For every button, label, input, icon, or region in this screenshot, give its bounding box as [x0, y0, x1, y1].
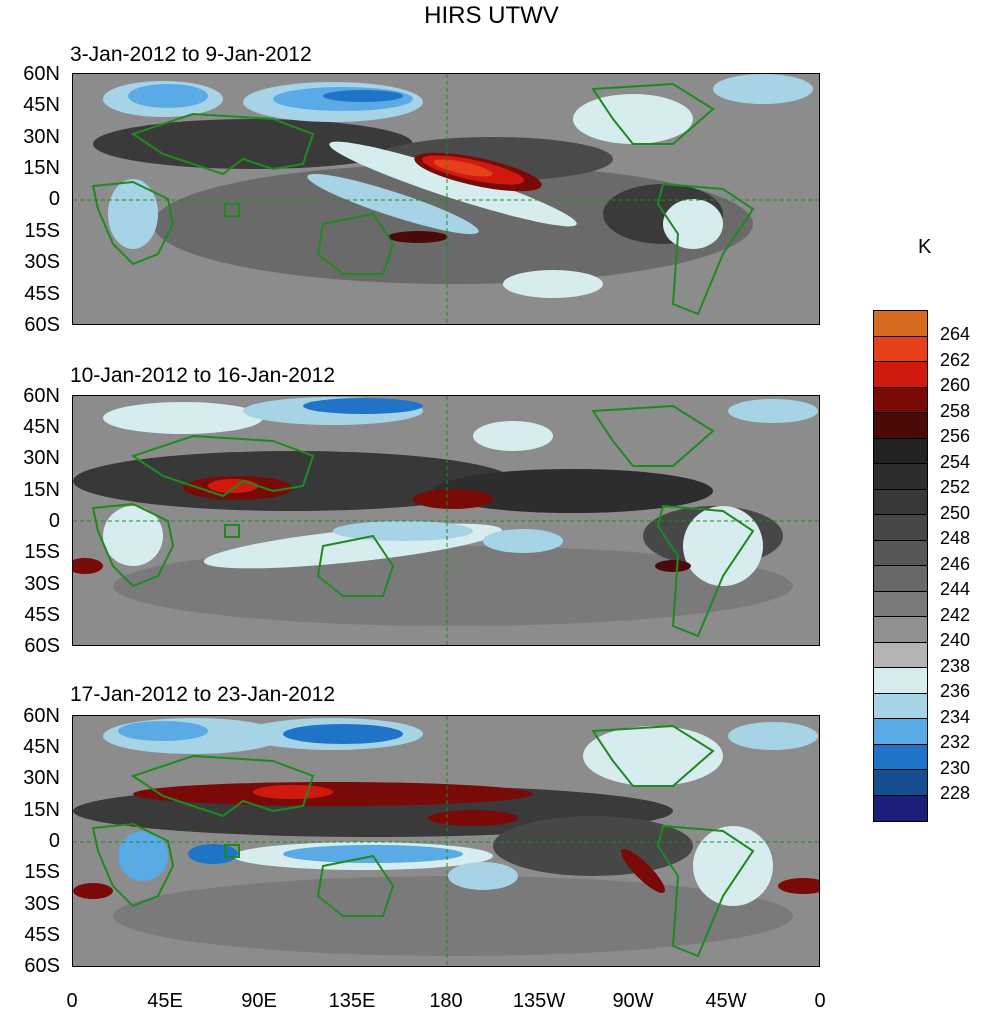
- lat-label: 30N: [23, 126, 60, 148]
- colorbar-label: 260: [940, 375, 971, 395]
- lat-label: 0: [48, 510, 60, 532]
- colorbar-label: 234: [940, 707, 971, 727]
- map-field-3: [73, 716, 819, 966]
- colorbar-label: 230: [940, 758, 971, 778]
- map-field-2: [73, 396, 819, 645]
- colorbar-swatch: [874, 489, 927, 515]
- lon-label: 45E: [147, 990, 183, 1012]
- map-panel-1: [72, 73, 820, 325]
- colorbar: [873, 310, 928, 822]
- colorbar-unit: K: [918, 236, 932, 258]
- colorbar-swatch: [874, 438, 927, 464]
- colorbar-label: 228: [940, 783, 971, 803]
- colorbar-label: 250: [940, 503, 971, 523]
- map-panel-3: [72, 715, 820, 967]
- colorbar-swatch: [874, 515, 927, 541]
- lat-label: 60S: [24, 635, 60, 657]
- lat-label: 15S: [24, 220, 60, 242]
- colorbar-swatch: [874, 387, 927, 413]
- colorbar-swatch: [874, 336, 927, 362]
- lat-label: 30N: [23, 447, 60, 469]
- colorbar-swatch: [874, 719, 927, 745]
- panel-1-title: 3-Jan-2012 to 9-Jan-2012: [70, 43, 312, 66]
- colorbar-swatch: [874, 795, 927, 821]
- lon-label: 180: [429, 990, 463, 1012]
- lon-label: 90W: [612, 990, 654, 1012]
- lat-label: 30S: [24, 251, 60, 273]
- colorbar-swatch: [874, 770, 927, 796]
- lat-label: 0: [48, 830, 60, 852]
- lon-label: 0: [66, 990, 78, 1012]
- lat-label: 45N: [23, 736, 60, 758]
- colorbar-swatch: [874, 540, 927, 566]
- lat-label: 30N: [23, 767, 60, 789]
- lon-label: 135W: [512, 990, 566, 1012]
- lat-label: 60N: [23, 705, 60, 727]
- colorbar-label: 244: [940, 579, 971, 599]
- colorbar-label: 256: [940, 426, 971, 446]
- panel-3-title: 17-Jan-2012 to 23-Jan-2012: [70, 683, 336, 706]
- lat-label: 15S: [24, 541, 60, 563]
- colorbar-label: 258: [940, 401, 971, 421]
- colorbar-swatch: [874, 744, 927, 770]
- colorbar-swatch: [874, 362, 927, 388]
- colorbar-label: 246: [940, 554, 971, 574]
- lat-label: 45N: [23, 94, 60, 116]
- colorbar-label: 242: [940, 605, 971, 625]
- lon-label: 135E: [328, 990, 376, 1012]
- colorbar-label: 248: [940, 528, 971, 548]
- colorbar-label: 232: [940, 732, 971, 752]
- map-field-1: [73, 74, 819, 324]
- colorbar-swatch: [874, 311, 927, 337]
- lat-label: 45S: [24, 283, 60, 305]
- colorbar-label: 240: [940, 630, 971, 650]
- lat-label: 15S: [24, 861, 60, 883]
- lon-label: 45W: [705, 990, 747, 1012]
- lat-label: 15N: [23, 479, 60, 501]
- lon-label: 90E: [241, 990, 277, 1012]
- lat-label: 15N: [23, 799, 60, 821]
- lat-label: 0: [48, 188, 60, 210]
- colorbar-label: 252: [940, 477, 971, 497]
- lat-label: 30S: [24, 573, 60, 595]
- colorbar-swatch: [874, 591, 927, 617]
- map-panel-2: [72, 395, 820, 646]
- colorbar-label: 236: [940, 681, 971, 701]
- colorbar-label: 264: [940, 324, 971, 344]
- colorbar-swatch: [874, 617, 927, 643]
- lat-label: 45S: [24, 604, 60, 626]
- colorbar-swatch: [874, 642, 927, 668]
- lat-label: 60N: [23, 385, 60, 407]
- colorbar-swatch: [874, 464, 927, 490]
- lat-label: 60S: [24, 955, 60, 977]
- colorbar-label: 238: [940, 656, 971, 676]
- colorbar-label: 262: [940, 350, 971, 370]
- colorbar-label: 254: [940, 452, 971, 472]
- lat-label: 45S: [24, 924, 60, 946]
- lat-label: 15N: [23, 157, 60, 179]
- lat-label: 60S: [24, 314, 60, 336]
- lat-label: 60N: [23, 63, 60, 85]
- colorbar-swatch: [874, 566, 927, 592]
- lon-label: 0: [814, 990, 826, 1012]
- colorbar-swatch: [874, 693, 927, 719]
- figure-title: HIRS UTWV: [424, 2, 559, 29]
- lat-label: 30S: [24, 893, 60, 915]
- panel-2-title: 10-Jan-2012 to 16-Jan-2012: [70, 364, 336, 387]
- lat-label: 45N: [23, 416, 60, 438]
- colorbar-swatch: [874, 668, 927, 694]
- colorbar-swatch: [874, 413, 927, 439]
